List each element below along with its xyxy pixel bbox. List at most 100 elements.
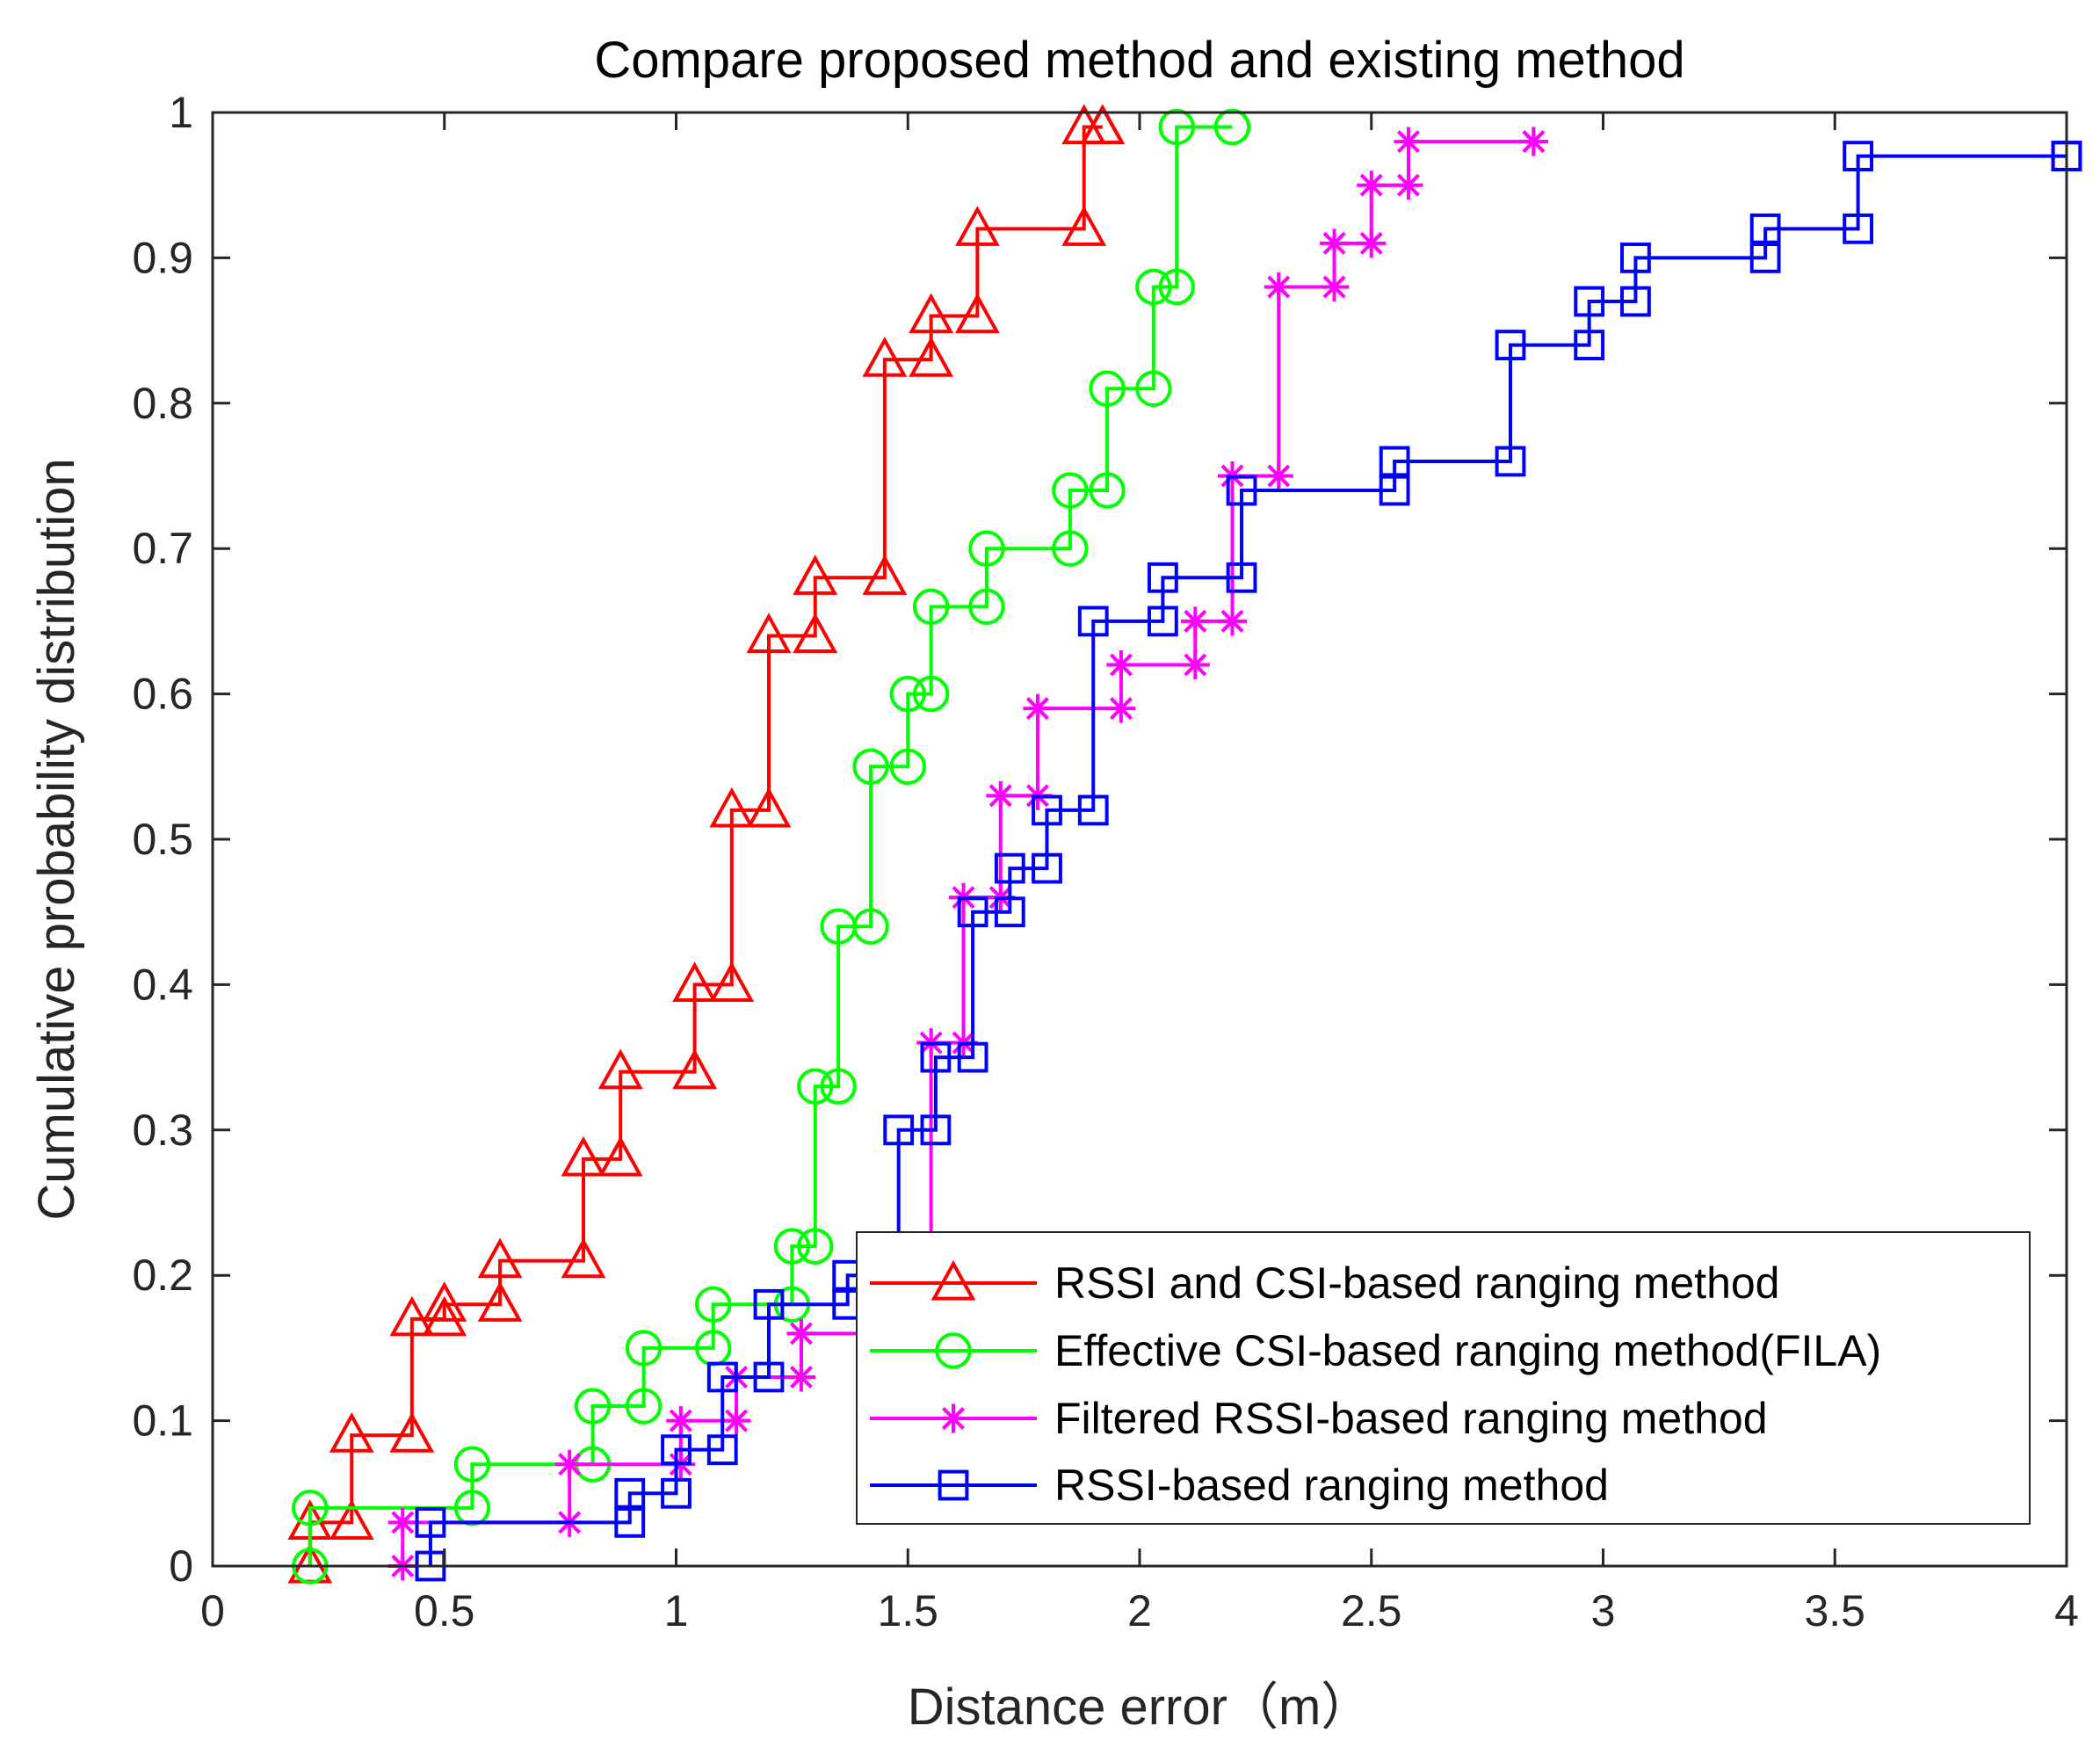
legend-item-4: RSSI-based ranging method: [870, 1461, 1609, 1510]
y-tick-label: 0.7: [132, 524, 193, 573]
data-point: [793, 613, 838, 654]
legend-label: RSSI and CSI-based ranging method: [1054, 1258, 1780, 1308]
asterisk-stroke: [1267, 464, 1291, 488]
data-point: [994, 896, 1025, 928]
data-point: [1077, 794, 1109, 826]
y-tick-label: 1: [169, 88, 193, 137]
data-point: [862, 555, 908, 595]
data-point: [786, 1362, 816, 1392]
data-point: [820, 1068, 857, 1105]
data-point: [1394, 170, 1423, 200]
data-point: [1574, 330, 1605, 361]
data-point: [1106, 650, 1136, 680]
data-point: [1158, 108, 1195, 146]
y-tick-label: 0.2: [132, 1251, 193, 1300]
y-tick-label: 0.3: [132, 1106, 193, 1155]
y-tick-label: 0.8: [132, 379, 193, 428]
data-point: [1147, 606, 1178, 637]
data-point: [614, 1477, 646, 1509]
data-point: [753, 1288, 785, 1320]
data-point: [797, 1068, 834, 1105]
asterisk-stroke: [1322, 231, 1346, 255]
data-point: [968, 588, 1005, 626]
data-point: [721, 1406, 751, 1436]
asterisk-stroke: [1359, 231, 1383, 255]
asterisk-stroke: [1267, 275, 1291, 299]
data-point: [1052, 472, 1089, 509]
x-tick-label: 3.5: [1804, 1586, 1865, 1635]
data-point: [1495, 446, 1526, 477]
legend-item-3: Filtered RSSI-based ranging method: [870, 1394, 1768, 1443]
data-point: [709, 961, 755, 1002]
data-point: [1032, 852, 1062, 884]
asterisk-stroke: [725, 1409, 749, 1432]
ticks-layer: 0 0.5 1 1.5 2 2.5 3 3.5 4 0 0.1 0.2 0.3 0.4 0.5 0.6 0.7 0…: [132, 88, 2078, 1635]
x-tick-label: 1: [664, 1586, 689, 1635]
data-point: [912, 675, 950, 713]
data-point: [706, 1434, 738, 1466]
data-point: [1264, 461, 1293, 490]
data-point: [1749, 213, 1781, 244]
data-point: [1843, 141, 1874, 172]
asterisk-stroke: [1025, 697, 1049, 721]
data-point: [1077, 606, 1109, 637]
asterisk-stroke: [1322, 275, 1346, 299]
data-point: [1032, 794, 1062, 826]
data-point: [1620, 243, 1651, 273]
series-2: [292, 108, 1251, 1585]
data-point: [1180, 650, 1210, 680]
asterisk-stroke: [1359, 173, 1383, 197]
data-point: [883, 1114, 915, 1146]
data-point: [1357, 228, 1387, 258]
data-point: [786, 1318, 816, 1348]
data-point: [574, 1388, 612, 1425]
asterisk-stroke: [1184, 609, 1207, 633]
data-point: [453, 1490, 491, 1527]
y-tick-label: 0: [169, 1541, 193, 1591]
data-point: [666, 1406, 696, 1436]
data-point: [661, 1434, 692, 1466]
data-point: [1394, 127, 1423, 156]
data-point: [1379, 446, 1410, 477]
data-point: [1226, 562, 1257, 593]
data-point: [920, 1114, 952, 1146]
data-point: [625, 1388, 663, 1425]
legend-label: RSSI-based ranging method: [1054, 1461, 1609, 1510]
data-point: [1357, 170, 1387, 200]
asterisk-stroke: [391, 1511, 415, 1534]
legend-marker: [938, 1469, 969, 1501]
asterisk-stroke: [558, 1453, 582, 1476]
asterisk-stroke: [1184, 653, 1207, 677]
asterisk-stroke: [789, 1366, 813, 1389]
data-point: [625, 1330, 663, 1367]
data-point: [1843, 213, 1874, 244]
data-point: [746, 613, 792, 654]
data-point: [1180, 606, 1210, 636]
data-point: [329, 1499, 374, 1540]
data-point: [957, 1041, 988, 1073]
data-point: [1158, 268, 1195, 306]
data-point: [1749, 243, 1781, 273]
data-point: [477, 1237, 523, 1279]
data-point: [1218, 606, 1247, 636]
data-point: [994, 852, 1025, 884]
data-point: [672, 1048, 717, 1090]
data-point: [1106, 693, 1136, 723]
data-point: [554, 1449, 584, 1479]
data-point: [1574, 286, 1605, 317]
legend-items: RSSI and CSI-based ranging method Effecti…: [870, 1258, 1881, 1510]
data-point: [597, 1048, 643, 1090]
data-point: [1320, 272, 1350, 301]
data-point: [1089, 472, 1126, 509]
data-point: [793, 555, 838, 595]
data-point: [389, 1412, 435, 1453]
asterisk-stroke: [988, 784, 1012, 808]
data-point: [1213, 108, 1251, 146]
data-point: [477, 1281, 523, 1322]
data-point: [746, 787, 792, 828]
data-point: [672, 961, 717, 1002]
data-point: [1264, 272, 1293, 301]
series-line: [308, 125, 1103, 1566]
series-line: [428, 154, 2067, 1566]
